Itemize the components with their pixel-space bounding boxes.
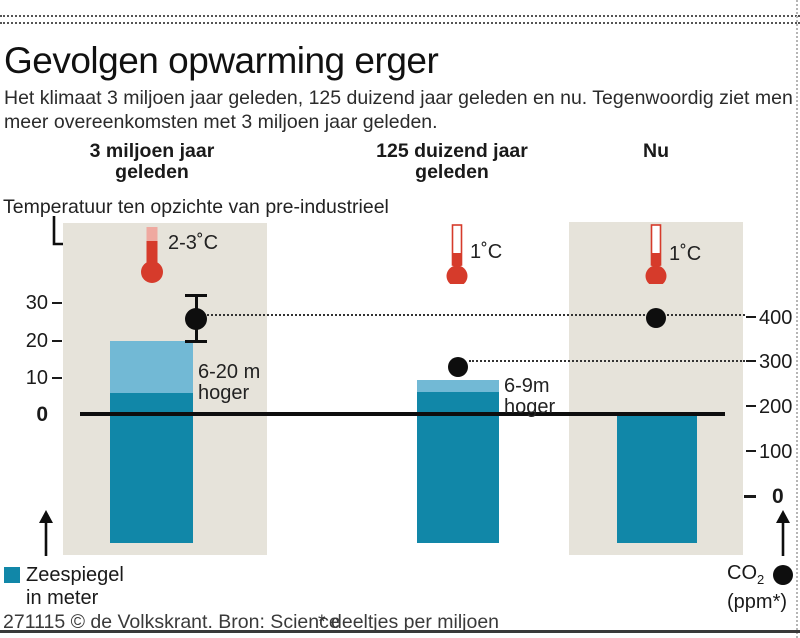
- temperature-axis-note: Temperatuur ten opzichte van pre-industr…: [3, 196, 389, 218]
- sea-level-axis-arrow-icon: [39, 510, 53, 556]
- sea-level-legend-label: Zeespiegel in meter: [26, 564, 124, 610]
- left-axis-tickmark: [52, 302, 62, 304]
- right-edge-dotted-rule: [796, 0, 798, 638]
- sea-level-legend-swatch: [4, 567, 20, 583]
- column-header-line: Nu: [643, 140, 669, 162]
- column-header-line: 3 miljoen jaar: [89, 140, 215, 162]
- column-header-125-thousand: 125 duizend jaar geleden: [362, 141, 542, 183]
- co2-legend-dot: [773, 565, 793, 585]
- right-axis-tick-400: 400: [759, 307, 793, 329]
- column-header-line: 125 duizend jaar: [376, 140, 528, 162]
- co2-axis-arrow-icon: [776, 510, 790, 556]
- footer-credit: 271115 © de Volkskrant. Bron: Science: [3, 611, 340, 633]
- co2-legend-label: CO2 (ppm*): [727, 562, 787, 614]
- subtitle-line-2: meer overeenkomsten met 3 miljoen jaar g…: [4, 110, 438, 133]
- right-axis-tick-300: 300: [759, 351, 793, 373]
- co2-dot-now: [646, 308, 666, 328]
- sea-level-bar-125-thousand: [417, 392, 499, 543]
- right-axis-tickmark: [746, 405, 756, 407]
- right-axis-tickmark: [746, 360, 756, 362]
- left-axis-tick-10: 10: [25, 367, 48, 389]
- sea-range-label-line: hoger: [504, 396, 556, 418]
- legend-line: in meter: [26, 587, 99, 609]
- left-axis-tickmark: [52, 340, 62, 342]
- temp-label-3-million: 2-3˚C: [168, 232, 219, 254]
- zero-baseline: [80, 412, 725, 416]
- right-axis-tick-100: 100: [759, 441, 793, 463]
- left-axis-tick-30: 30: [25, 292, 48, 314]
- right-axis-tickmark: [746, 450, 756, 452]
- sea-range-label-line: 6-9m: [504, 375, 550, 397]
- co2-dot-3-million: [185, 308, 207, 330]
- right-axis-tick-0: 0: [772, 485, 784, 508]
- thermometer-icon-now: [645, 224, 667, 284]
- co2-dot-125-thousand: [448, 357, 468, 377]
- column-header-3-million: 3 miljoen jaar geleden: [62, 141, 242, 183]
- co2-300-dotted-line: [469, 360, 745, 362]
- co2-text: CO: [727, 562, 757, 584]
- column-header-line: geleden: [115, 161, 189, 183]
- sea-range-label-line: hoger: [198, 382, 250, 404]
- column-header-line: geleden: [415, 161, 489, 183]
- sea-level-bar-range-3-million: [110, 341, 193, 393]
- sea-range-label-line: 6-20 m: [198, 361, 261, 383]
- temp-label-now: 1˚C: [669, 243, 702, 265]
- top-dotted-rule-1: [0, 15, 800, 17]
- co2-subscript: 2: [757, 572, 765, 587]
- sea-range-label-3-million: 6-20 m hoger: [198, 362, 260, 404]
- left-axis-tick-0: 0: [36, 403, 48, 426]
- right-axis-tick-200: 200: [759, 396, 793, 418]
- top-dotted-rule-2: [0, 22, 800, 24]
- thermometer-icon-3-million: [141, 227, 163, 283]
- legend-line: Zeespiegel: [26, 564, 124, 586]
- bottom-rule: [0, 630, 800, 633]
- thermometer-icon-125-thousand: [446, 224, 468, 284]
- co2-legend-line-2: (ppm*): [727, 591, 788, 613]
- column-header-now: Nu: [566, 141, 746, 162]
- co2-400-dotted-line: [207, 314, 745, 316]
- subtitle-line-1: Het klimaat 3 miljoen jaar geleden, 125 …: [4, 87, 793, 109]
- left-axis-tick-20: 20: [25, 330, 48, 352]
- sea-level-bar-range-125-thousand: [417, 380, 499, 392]
- sea-level-bar-3-million: [110, 393, 193, 543]
- temp-label-125-thousand: 1˚C: [470, 241, 503, 263]
- page-title: Gevolgen opwarming erger: [4, 40, 439, 81]
- right-axis-tickmark-zero: [744, 495, 756, 498]
- right-axis-tickmark: [746, 316, 756, 318]
- left-axis-tickmark: [52, 377, 62, 379]
- co2-legend-line-1: CO2: [727, 562, 787, 591]
- sea-level-bar-now: [617, 415, 697, 543]
- sea-range-label-125-thousand: 6-9m hoger: [504, 376, 555, 418]
- page-subtitle: Het klimaat 3 miljoen jaar geleden, 125 …: [4, 87, 793, 134]
- footer-note: * deeltjes per miljoen: [318, 611, 500, 633]
